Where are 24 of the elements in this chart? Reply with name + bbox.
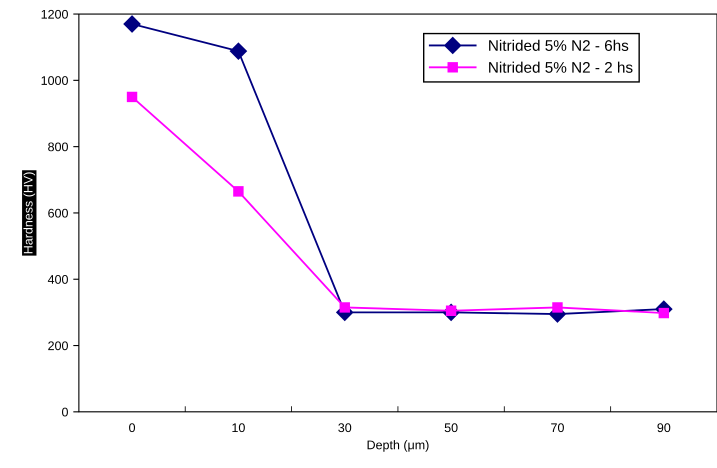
y-tick-label: 600 — [48, 208, 68, 218]
x-axis-title: Depth (μm) — [368, 440, 429, 452]
x-tick-label: 10 — [232, 423, 245, 432]
point — [230, 42, 247, 60]
x-tick-label: 50 — [444, 423, 458, 432]
x-tick-label: 0 — [129, 423, 136, 432]
point — [340, 302, 350, 313]
x-tick-label: 70 — [551, 423, 564, 432]
y-axis-title: Hardness (HV) — [23, 172, 36, 254]
point — [123, 15, 141, 33]
y-tick-label: 1000 — [42, 76, 68, 85]
point — [552, 302, 563, 313]
y-tick-label: 400 — [48, 275, 68, 284]
point — [233, 186, 244, 197]
y-tick-label: 0 — [62, 408, 68, 416]
point — [658, 308, 670, 318]
legend-label: Nitrided 5% N2 - 6hs — [489, 40, 628, 51]
x-tick-label: 30 — [338, 423, 352, 432]
legend-label: Nitrided 5% N2 - 2 hs — [489, 62, 633, 73]
y-tick-label: 1200 — [42, 10, 68, 19]
y-tick-label: 800 — [48, 142, 68, 152]
point — [126, 92, 138, 102]
x-tick-label: 90 — [657, 423, 670, 432]
y-tick-label: 200 — [48, 341, 68, 350]
